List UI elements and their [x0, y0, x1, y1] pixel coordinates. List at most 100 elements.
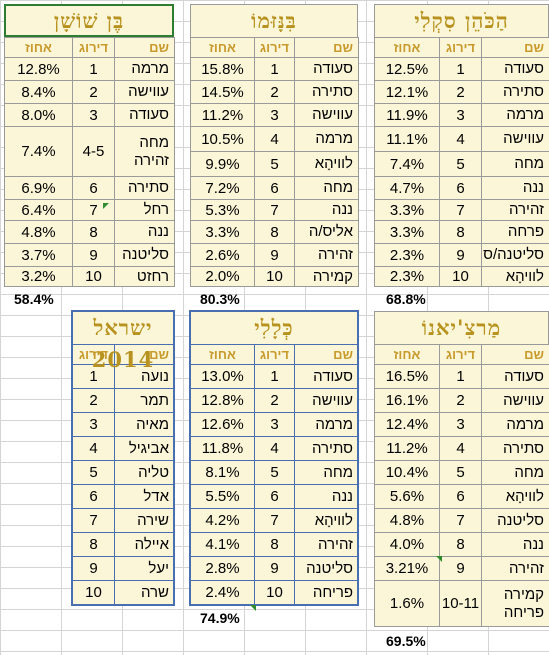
cell-name[interactable]: זהירה — [481, 199, 549, 221]
cell-name[interactable]: מרמה — [294, 412, 359, 437]
cell-rank[interactable]: 1 — [254, 57, 295, 81]
cell-name[interactable]: זהירה — [294, 243, 359, 267]
cell-name[interactable]: עווישה — [294, 103, 359, 127]
cell-name[interactable]: סעודה — [481, 57, 549, 81]
cell-rank[interactable]: 2 — [439, 80, 482, 104]
cell-rank[interactable]: 7 — [439, 508, 482, 533]
cell-rank[interactable]: 9 — [72, 243, 115, 267]
cell-rank[interactable]: 5 — [72, 460, 115, 485]
cell-name[interactable]: מרמה — [114, 57, 175, 81]
table-title[interactable]: הַכֹּהֵן סִקְלִי — [374, 4, 549, 37]
header-rank[interactable]: דירוג — [439, 37, 482, 58]
cell-name[interactable]: טליה — [114, 460, 175, 485]
cell-pct[interactable]: 6.4% — [4, 199, 73, 221]
cell-pct[interactable]: 7.2% — [190, 176, 255, 200]
cell-name[interactable]: שירה — [114, 508, 175, 533]
cell-name[interactable]: אביגיל — [114, 436, 175, 461]
cell-rank[interactable]: 1 — [439, 57, 482, 81]
cell-pct[interactable]: 2.8% — [190, 556, 255, 581]
cell-pct[interactable]: 3.3% — [190, 220, 255, 244]
cell-name[interactable]: פריחה — [294, 580, 359, 605]
cell-rank[interactable]: 9 — [254, 556, 295, 581]
cell-pct[interactable]: 16.5% — [374, 364, 440, 389]
cell-rank[interactable]: 1 — [439, 364, 482, 389]
cell-pct[interactable]: 3.3% — [374, 220, 440, 244]
cell-name[interactable]: שרה — [114, 580, 175, 605]
cell-name[interactable]: אליס/ה — [294, 220, 359, 244]
header-pct[interactable]: אחוז — [4, 37, 73, 58]
cell-rank[interactable]: 10 — [72, 266, 115, 287]
cell-rank[interactable]: 7 — [72, 508, 115, 533]
cell-pct[interactable]: 12.4% — [374, 412, 440, 437]
cell-pct[interactable]: 2.6% — [190, 243, 255, 267]
header-name[interactable]: שם — [294, 37, 359, 58]
cell-name[interactable]: פרחה — [481, 220, 549, 244]
table-title[interactable]: מַרצִ'יאנוֹ — [374, 311, 549, 344]
header-rank[interactable]: דירוג — [72, 37, 115, 58]
cell-rank[interactable]: 8 — [439, 220, 482, 244]
cell-pct[interactable]: 4.7% — [374, 176, 440, 200]
cell-pct[interactable]: 16.1% — [374, 388, 440, 413]
cell-rank[interactable]: 2 — [439, 388, 482, 413]
cell-rank[interactable]: 5 — [439, 460, 482, 485]
cell-rank[interactable]: 2 — [72, 80, 115, 104]
header-rank[interactable]: דירוג — [254, 37, 295, 58]
cell-pct[interactable]: 2.3% — [374, 266, 440, 287]
cell-name[interactable]: ננה — [114, 220, 175, 244]
cell-name[interactable]: לוויהָא — [294, 151, 359, 177]
cell-rank[interactable]: 3 — [254, 103, 295, 127]
cell-rank[interactable]: 2 — [72, 388, 115, 413]
cell-rank[interactable]: 4 — [72, 436, 115, 461]
cell-pct[interactable]: 10.4% — [374, 460, 440, 485]
cell-name[interactable]: עווישה — [481, 388, 549, 413]
cell-rank[interactable]: 9 — [439, 243, 482, 267]
cell-rank[interactable]: 4 — [254, 436, 295, 461]
cell-name[interactable]: זהירה — [481, 556, 549, 581]
cell-rank[interactable]: 8 — [72, 532, 115, 557]
cell-name[interactable]: מאיה — [114, 412, 175, 437]
cell-name[interactable]: מחה זהירה — [114, 126, 175, 177]
header-name[interactable]: שם — [294, 344, 359, 365]
cell-pct[interactable]: 11.2% — [374, 436, 440, 461]
cell-name[interactable]: סעודה — [294, 57, 359, 81]
cell-name[interactable]: מחה — [481, 151, 549, 177]
cell-rank[interactable]: 7 — [439, 199, 482, 221]
cell-pct[interactable]: 12.5% — [374, 57, 440, 81]
cell-name[interactable]: נועה — [114, 364, 175, 389]
cell-rank[interactable]: 3 — [72, 103, 115, 127]
cell-rank[interactable]: 8 — [72, 220, 115, 244]
cell-name[interactable]: סתירה — [294, 80, 359, 104]
cell-rank[interactable]: 6 — [439, 176, 482, 200]
cell-rank[interactable]: 7 — [254, 508, 295, 533]
cell-name[interactable]: רחזט — [114, 266, 175, 287]
cell-pct[interactable]: 5.6% — [374, 484, 440, 509]
cell-name[interactable]: אדל — [114, 484, 175, 509]
cell-name[interactable]: עווישה — [114, 80, 175, 104]
cell-rank[interactable]: 10 — [439, 266, 482, 287]
cell-rank[interactable]: 8 — [254, 220, 295, 244]
cell-name[interactable]: סליטנה/ס — [481, 243, 549, 267]
cell-pct[interactable]: 1.6% — [374, 580, 440, 627]
cell-pct[interactable]: 12.8% — [190, 388, 255, 413]
cell-rank[interactable]: 6 — [72, 176, 115, 200]
cell-name[interactable]: סליטנה — [114, 243, 175, 267]
cell-pct[interactable]: 4.1% — [190, 532, 255, 557]
cell-rank[interactable]: 3 — [72, 412, 115, 437]
table-title[interactable]: כְּלָלִי — [190, 311, 358, 344]
cell-name[interactable]: איילה — [114, 532, 175, 557]
cell-pct[interactable]: 11.9% — [374, 103, 440, 127]
total-martziano[interactable]: 69.5% — [386, 633, 426, 649]
cell-name[interactable]: ננה — [481, 532, 549, 557]
cell-pct[interactable]: 2.0% — [190, 266, 255, 287]
cell-rank[interactable]: 4 — [254, 126, 295, 152]
header-pct[interactable]: אחוז — [190, 37, 255, 58]
cell-name[interactable]: ננה — [294, 484, 359, 509]
cell-rank[interactable]: 5 — [254, 460, 295, 485]
cell-rank[interactable]: 6 — [439, 484, 482, 509]
total-bnazzmo[interactable]: 80.3% — [200, 291, 240, 307]
cell-rank[interactable]: 8 — [439, 532, 482, 557]
cell-name[interactable]: רחל — [114, 199, 175, 221]
cell-rank[interactable]: 10-11 — [439, 580, 482, 627]
cell-rank[interactable]: 9 — [254, 243, 295, 267]
cell-name[interactable]: סליטנה — [294, 556, 359, 581]
